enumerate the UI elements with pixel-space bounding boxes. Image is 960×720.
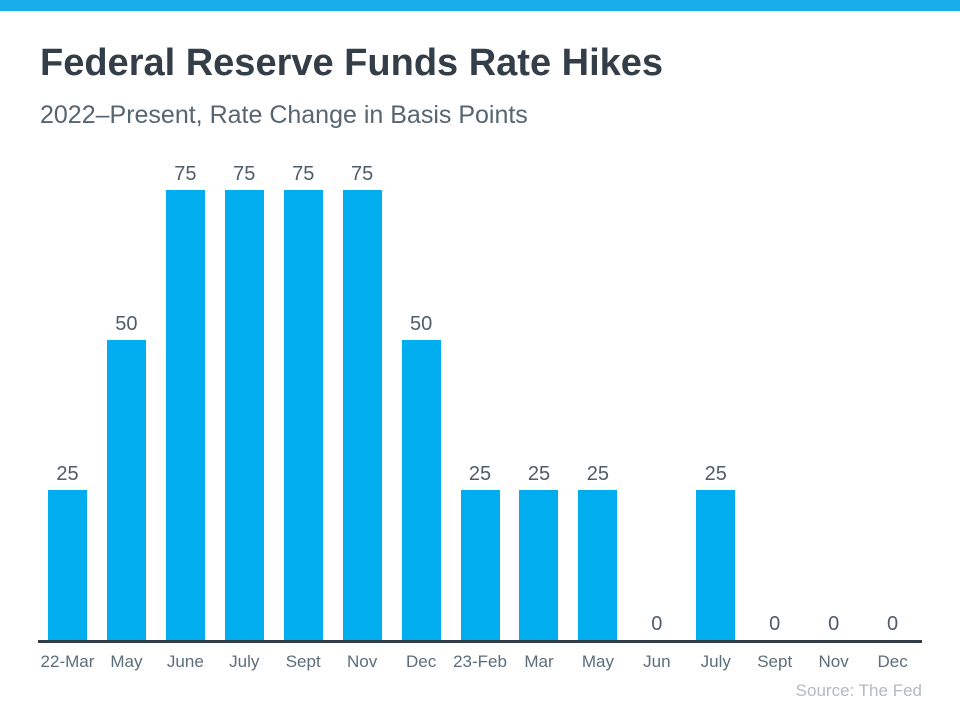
source-attribution: Source: The Fed <box>795 681 922 700</box>
x-axis-labels: 22-Mar May June July Sept Nov Dec 23-Feb Mar May J… <box>38 652 922 672</box>
bar <box>460 490 500 640</box>
value-label: 25 <box>468 463 492 485</box>
bar-chart: 25 50 75 75 75 75 50 25 25 25 0 25 0 0 0 22-Mar May June… <box>38 160 922 672</box>
bar-column: 25 <box>568 160 627 640</box>
page-title: Federal Reserve Funds Rate Hikes <box>40 42 664 84</box>
x-axis-label: July <box>700 652 731 671</box>
bar-column: 50 <box>97 160 156 640</box>
bar-column: 75 <box>156 160 215 640</box>
bar <box>224 190 264 640</box>
value-label: 50 <box>115 313 138 335</box>
bar-column: 75 <box>274 160 333 640</box>
x-axis-label: Nov <box>347 652 378 671</box>
value-label: 25 <box>586 463 610 485</box>
x-axis-label: Dec <box>405 652 437 671</box>
x-axis-label: Dec <box>877 652 908 671</box>
value-label: 75 <box>174 163 197 185</box>
bar <box>283 190 323 640</box>
bar-column: 50 <box>392 160 451 640</box>
page-subtitle: 2022–Present, Rate Change in Basis Point… <box>40 101 528 129</box>
x-axis-label: 23-Feb <box>453 652 507 671</box>
bar <box>106 340 146 640</box>
value-label: 0 <box>769 613 781 635</box>
value-label: 25 <box>704 463 727 485</box>
value-label: 75 <box>233 163 256 185</box>
bar-column: 25 <box>38 160 97 640</box>
x-axis-label: July <box>229 652 260 671</box>
value-label: 25 <box>527 463 551 485</box>
bar <box>342 190 382 640</box>
x-axis-line <box>38 640 922 643</box>
bar-column: 25 <box>510 160 569 640</box>
x-axis-label: Sept <box>285 652 321 671</box>
bar <box>519 490 559 640</box>
x-axis-label: 22-Mar <box>40 652 95 671</box>
value-label: 50 <box>409 313 433 335</box>
value-label: 25 <box>56 463 79 485</box>
value-label: 0 <box>651 613 663 635</box>
x-axis-label: Sept <box>757 652 793 671</box>
bar-column: 25 <box>686 160 745 640</box>
chart-plot-area: 25 50 75 75 75 75 50 25 25 25 0 25 0 0 0 <box>38 160 922 640</box>
value-label: 0 <box>828 613 840 635</box>
bar <box>47 490 87 640</box>
x-axis-label: Nov <box>818 652 849 671</box>
bar <box>401 340 441 640</box>
value-label: 75 <box>351 163 374 185</box>
bar-column: 75 <box>333 160 392 640</box>
top-accent-bar <box>0 0 960 11</box>
x-axis-label: June <box>166 652 204 671</box>
bar-column: 0 <box>627 160 686 640</box>
bar <box>578 490 618 640</box>
value-label: 75 <box>292 163 315 185</box>
bar-column: 0 <box>863 160 922 640</box>
bar <box>165 190 205 640</box>
bar-column: 25 <box>451 160 510 640</box>
x-axis-label: May <box>110 652 143 671</box>
bar-column: 0 <box>745 160 804 640</box>
bar-column: 75 <box>215 160 274 640</box>
bar <box>696 490 736 640</box>
x-axis-label: Jun <box>643 652 671 671</box>
x-axis-label: Mar <box>524 652 554 671</box>
value-label: 0 <box>887 613 899 635</box>
bar-column: 0 <box>804 160 863 640</box>
x-axis-label: May <box>581 652 614 671</box>
